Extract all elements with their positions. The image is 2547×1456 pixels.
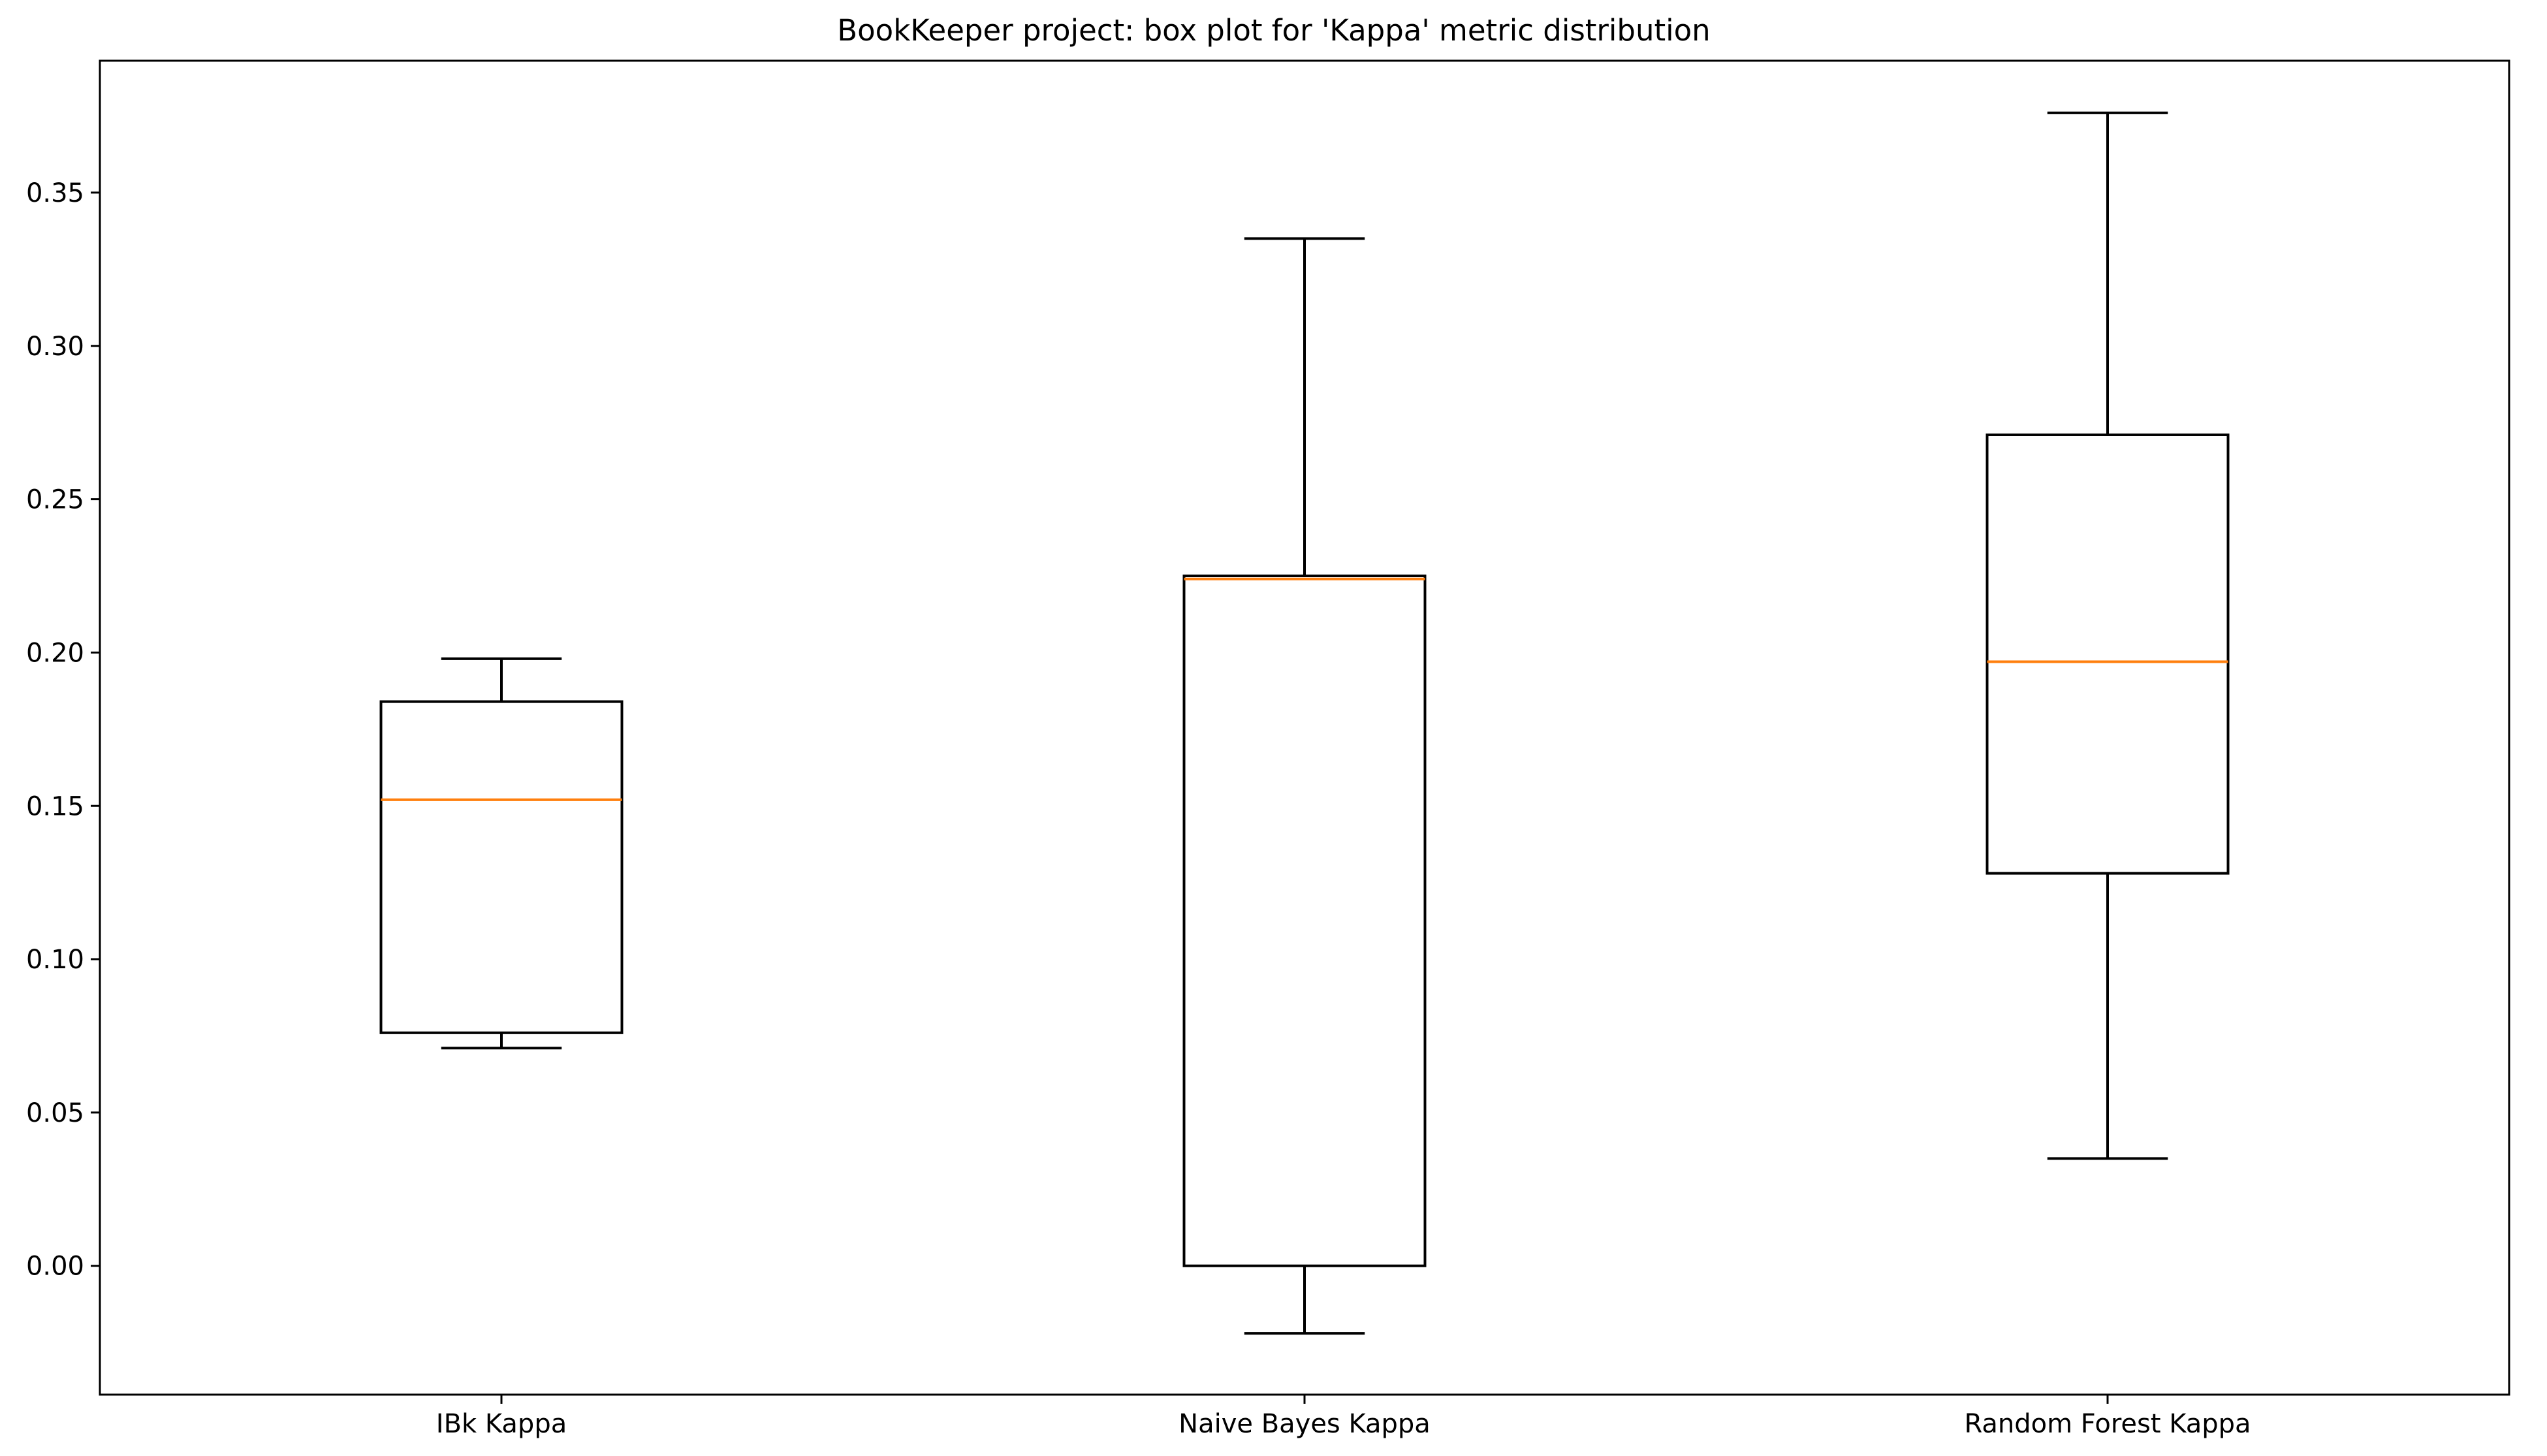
box-3: [1985, 111, 2230, 1160]
y-tick-label: 0.20: [26, 638, 84, 668]
chart-title: BookKeeper project: box plot for 'Kappa'…: [837, 13, 1710, 48]
box-iqr: [1985, 433, 2230, 875]
y-tick-label: 0.30: [26, 332, 84, 362]
y-tick-label: 0.25: [26, 485, 84, 515]
y-tick-label: 0.35: [26, 178, 84, 208]
y-tick-label: 0.15: [26, 791, 84, 821]
x-tick-label: IBk Kappa: [436, 1409, 567, 1439]
x-axis: IBk Kappa Naive Bayes Kappa Random Forest …: [436, 1395, 2251, 1439]
plot-frame: [99, 59, 2510, 1396]
box-iqr: [379, 700, 624, 1034]
y-tick-label: 0.00: [26, 1252, 84, 1282]
box-iqr: [1182, 575, 1427, 1267]
x-tick-label: Naive Bayes Kappa: [1179, 1409, 1431, 1439]
box-2: [1182, 237, 1427, 1335]
boxes-layer: [379, 111, 2230, 1335]
y-axis: 0.00 0.05 0.10 0.15 0.20 0.25 0.30 0.35: [26, 178, 100, 1282]
y-tick-label: 0.05: [26, 1098, 84, 1128]
x-tick-label: Random Forest Kappa: [1964, 1409, 2251, 1439]
box-1: [379, 657, 624, 1050]
y-tick-label: 0.10: [26, 945, 84, 975]
